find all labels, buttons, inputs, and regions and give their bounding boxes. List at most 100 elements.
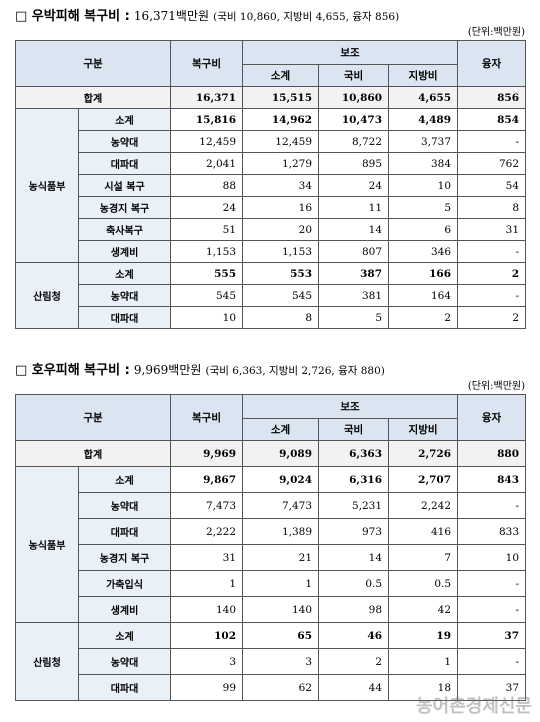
- data-row: 농약대 7,473 7,473 5,231 2,242-: [16, 492, 527, 519]
- cell: 88: [170, 174, 244, 197]
- cell: 16: [242, 196, 320, 219]
- cell: 2,041: [170, 152, 244, 175]
- cell: 15,515: [242, 86, 320, 109]
- cell: 10: [170, 306, 244, 329]
- cell: 381: [318, 284, 390, 307]
- row-label: 가축입식: [77, 570, 172, 597]
- row-label: 축사복구: [77, 218, 172, 241]
- cell: 7: [388, 544, 459, 571]
- heading: □ 우박피해 복구비 : 16,371백만원 (국비 10,860, 지방비 4…: [15, 6, 525, 26]
- row-label: 농약대: [77, 284, 172, 307]
- cell: 9,024: [242, 466, 320, 493]
- data-row: 농약대 12,459 12,459 8,722 3,737-: [16, 130, 527, 153]
- cell: 14: [318, 544, 390, 571]
- data-row: 대파대 99 62 44 18 37: [16, 674, 527, 701]
- header-cell: 지방비: [388, 418, 459, 441]
- cell: 62: [242, 674, 320, 701]
- header-cell: 복구비: [170, 394, 244, 441]
- watermark: 농어촌경제신문: [416, 696, 532, 717]
- cell: 65: [242, 622, 320, 649]
- header-cell: 국비: [318, 418, 390, 441]
- cell: 0.5: [388, 570, 459, 597]
- cell: 5: [388, 196, 459, 219]
- cell: 21: [242, 544, 320, 571]
- cost-table: 구분 복구비 보조 융자 소계 국비 지방비 합계 9,969 9,089 6,363 2,726 88…: [14, 394, 527, 701]
- data-row: 산림청 소계 102 65 46 19 37: [15, 622, 527, 701]
- header-cell: 국비: [318, 64, 390, 87]
- unit-note: (단위:백만원): [467, 381, 525, 392]
- data-row: 농식품부 소계 9,867 9,024 6,316 2,707 843: [15, 466, 527, 623]
- cell: 164: [388, 284, 459, 307]
- group-label: 농식품부: [15, 466, 79, 623]
- header-cell: 보조: [242, 40, 459, 65]
- heading-label: □ 우박피해 복구비 :: [15, 9, 130, 24]
- cell: 895: [318, 152, 390, 175]
- header-cell: 복구비: [170, 40, 244, 87]
- cell: 37: [457, 674, 527, 701]
- group-label: 산림청: [15, 622, 79, 701]
- cell: 24: [170, 196, 244, 219]
- cell: 37: [457, 622, 527, 649]
- cell: 24: [318, 174, 390, 197]
- cell: 2,242: [388, 492, 459, 519]
- cell: 1,279: [242, 152, 320, 175]
- cell: 51: [170, 218, 244, 241]
- header-cell: 구분: [14, 40, 172, 87]
- header-cell: 지방비: [388, 64, 459, 87]
- header-cell: 융자: [457, 394, 527, 441]
- cell: 6: [388, 218, 459, 241]
- data-row: 대파대 2,041 1,279 895 384 762: [16, 152, 527, 175]
- cell: 973: [318, 518, 390, 545]
- total-row: 합계 9,969 9,089 6,363 2,726 880: [14, 440, 527, 467]
- cell: 15,816: [170, 108, 244, 131]
- header-row: 구분 복구비 보조 융자: [14, 394, 527, 441]
- cell: 16,371: [170, 86, 244, 109]
- data-row: 대파대 10 8 5 2 2: [16, 306, 527, 329]
- data-row: 대파대 2,222 1,389 973 416 833: [16, 518, 527, 545]
- heading-detail: (국비 6,363, 지방비 2,726, 융자 880): [205, 365, 385, 377]
- cell: 9,089: [242, 440, 320, 467]
- cell: 10: [388, 174, 459, 197]
- cell: 140: [242, 596, 320, 623]
- row-label: 농약대: [77, 648, 172, 675]
- cell: 2: [457, 262, 527, 285]
- cell: 2: [388, 306, 459, 329]
- cell: 0.5: [318, 570, 390, 597]
- cell: 416: [388, 518, 459, 545]
- row-label: 대파대: [77, 306, 172, 329]
- cell: 102: [170, 622, 244, 649]
- row-label: 대파대: [77, 674, 172, 701]
- cell: 3: [242, 648, 320, 675]
- cell: 1: [388, 648, 459, 675]
- cell: -: [457, 596, 527, 623]
- cell: 34: [242, 174, 320, 197]
- cell: 4,489: [388, 108, 459, 131]
- cell: 12,459: [170, 130, 244, 153]
- cell: 384: [388, 152, 459, 175]
- heading-detail: (국비 10,860, 지방비 4,655, 융자 856): [213, 11, 400, 23]
- header-row: 구분 복구비 보조 융자: [14, 40, 527, 87]
- data-row: 생계비 1,153 1,153 807 346-: [16, 240, 527, 263]
- row-label: 농경지 복구: [77, 196, 172, 219]
- cell: 762: [457, 152, 527, 175]
- cell: 4,655: [388, 86, 459, 109]
- cell: 1,389: [242, 518, 320, 545]
- row-label: 시설 복구: [77, 174, 172, 197]
- cell: 10,473: [318, 108, 390, 131]
- cell: 1,153: [242, 240, 320, 263]
- cell: 44: [318, 674, 390, 701]
- cell: 166: [388, 262, 459, 285]
- cell: 1: [170, 570, 244, 597]
- cell: 833: [457, 518, 527, 545]
- data-row: 농약대 545 545 381 164-: [16, 284, 527, 307]
- cell: 11: [318, 196, 390, 219]
- cell: 880: [457, 440, 527, 467]
- cell: 2,726: [388, 440, 459, 467]
- cell: 8: [457, 196, 527, 219]
- cell: 99: [170, 674, 244, 701]
- header-cell: 소계: [242, 64, 320, 87]
- cell: 555: [170, 262, 244, 285]
- data-row: 농경지 복구 24 16 11 5 8: [16, 196, 527, 219]
- cell: 19: [388, 622, 459, 649]
